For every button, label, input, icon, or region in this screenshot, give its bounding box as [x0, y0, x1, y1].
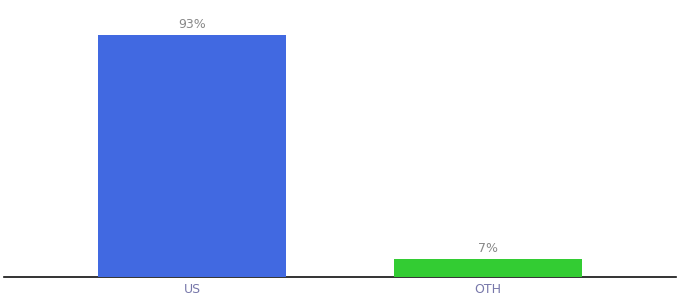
Bar — [394, 259, 582, 277]
Text: 7%: 7% — [478, 242, 498, 255]
Bar — [98, 35, 286, 277]
Text: 93%: 93% — [178, 19, 206, 32]
